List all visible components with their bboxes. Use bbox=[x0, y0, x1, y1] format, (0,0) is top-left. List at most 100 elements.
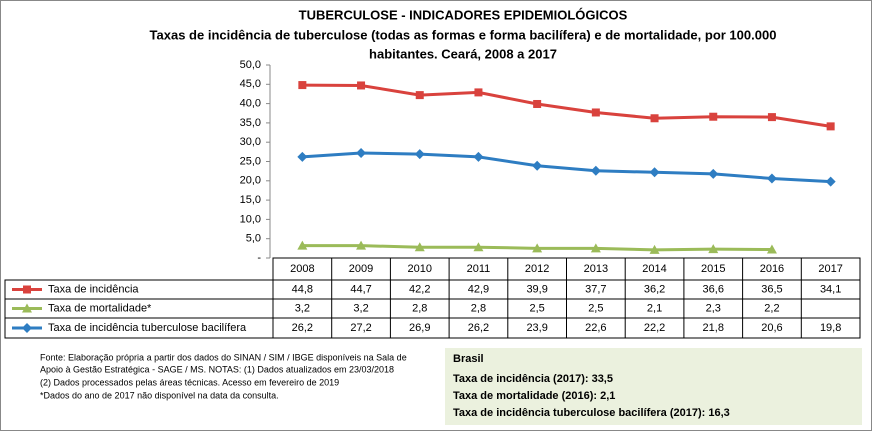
marker bbox=[414, 149, 425, 160]
value-label: 34,1 bbox=[820, 283, 841, 295]
marker bbox=[297, 151, 308, 162]
chart-subtitle: Taxas de incidência de tuberculose (toda… bbox=[150, 27, 777, 42]
marker bbox=[590, 165, 601, 176]
marker bbox=[591, 108, 600, 117]
value-label: 44,8 bbox=[292, 283, 313, 295]
x-tick-label: 2012 bbox=[525, 263, 549, 275]
marker bbox=[357, 81, 366, 90]
marker bbox=[766, 173, 777, 184]
value-label: 2,8 bbox=[471, 302, 486, 314]
marker bbox=[473, 242, 484, 252]
value-label: 44,7 bbox=[350, 283, 371, 295]
marker bbox=[22, 323, 32, 333]
marker bbox=[532, 160, 543, 171]
marker bbox=[415, 91, 424, 100]
summary-line: Taxa de incidência (2017): 33,5 bbox=[453, 373, 613, 385]
value-label: 26,2 bbox=[292, 322, 313, 334]
legend-label: Taxa de mortalidade* bbox=[48, 302, 152, 314]
x-tick-label: 2010 bbox=[408, 263, 432, 275]
marker bbox=[766, 244, 777, 254]
note: Apoio à Gestão Estratégica - SAGE / MS. … bbox=[40, 364, 394, 374]
value-label: 2,5 bbox=[530, 302, 545, 314]
chart-subtitle: habitantes. Ceará, 2008 a 2017 bbox=[369, 46, 557, 61]
value-label: 22,2 bbox=[644, 322, 665, 334]
marker bbox=[532, 243, 543, 253]
y-tick-label: 15,0 bbox=[240, 194, 261, 206]
value-label: 2,8 bbox=[412, 302, 427, 314]
series-line bbox=[302, 83, 831, 128]
summary-line: Taxa de incidência tuberculose bacilífer… bbox=[453, 407, 730, 419]
value-label: 26,9 bbox=[409, 322, 430, 334]
summary-title: Brasil bbox=[453, 353, 484, 365]
y-tick-label: 5,0 bbox=[246, 233, 261, 245]
value-label: 23,9 bbox=[526, 322, 547, 334]
y-tick-label: 40,0 bbox=[240, 98, 261, 110]
marker bbox=[650, 114, 659, 123]
marker bbox=[473, 151, 484, 162]
y-tick-label: - bbox=[257, 252, 261, 264]
value-label: 19,8 bbox=[820, 322, 841, 334]
value-label: 26,2 bbox=[468, 322, 489, 334]
marker bbox=[709, 112, 718, 121]
y-tick-label: 50,0 bbox=[240, 59, 261, 71]
value-label: 2,5 bbox=[588, 302, 603, 314]
marker bbox=[356, 148, 367, 159]
marker bbox=[533, 99, 542, 108]
y-tick-label: 30,0 bbox=[240, 136, 261, 148]
marker bbox=[708, 168, 719, 179]
series-line bbox=[302, 151, 831, 184]
marker bbox=[298, 81, 307, 90]
value-label: 42,2 bbox=[409, 283, 430, 295]
value-label: 3,2 bbox=[353, 302, 368, 314]
marker bbox=[649, 244, 660, 254]
y-tick-label: 35,0 bbox=[240, 117, 261, 129]
value-label: 2,3 bbox=[706, 302, 721, 314]
value-label: 39,9 bbox=[526, 283, 547, 295]
marker bbox=[22, 303, 32, 313]
marker bbox=[590, 243, 601, 253]
marker bbox=[23, 285, 31, 294]
value-label: 36,2 bbox=[644, 283, 665, 295]
marker bbox=[356, 240, 367, 250]
x-tick-label: 2013 bbox=[584, 263, 608, 275]
value-label: 21,8 bbox=[703, 322, 724, 334]
value-label: 3,2 bbox=[295, 302, 310, 314]
legend-label: Taxa de incidência bbox=[48, 283, 139, 295]
marker bbox=[826, 122, 835, 131]
note: *Dados do ano de 2017 não disponível na … bbox=[40, 390, 279, 400]
chart-title: TUBERCULOSE - INDICADORES EPIDEMIOLÓGICO… bbox=[299, 7, 628, 22]
y-tick-label: 20,0 bbox=[240, 175, 261, 187]
marker bbox=[825, 176, 836, 187]
value-label: 36,5 bbox=[761, 283, 782, 295]
summary-line: Taxa de mortalidade (2016): 2,1 bbox=[453, 390, 615, 402]
value-label: 20,6 bbox=[761, 322, 782, 334]
value-label: 2,1 bbox=[647, 302, 662, 314]
value-label: 42,9 bbox=[468, 283, 489, 295]
x-tick-label: 2008 bbox=[290, 263, 314, 275]
marker bbox=[767, 113, 776, 122]
note: (2) Dados processados pelas áreas técnic… bbox=[40, 377, 339, 387]
y-tick-label: 10,0 bbox=[240, 213, 261, 225]
legend-label: Taxa de incidência tuberculose bacilífer… bbox=[48, 322, 247, 334]
x-tick-label: 2009 bbox=[349, 263, 373, 275]
y-tick-label: 25,0 bbox=[240, 155, 261, 167]
marker bbox=[474, 88, 483, 97]
marker bbox=[708, 244, 719, 254]
summary-box bbox=[445, 348, 862, 425]
marker bbox=[414, 242, 425, 252]
x-tick-label: 2016 bbox=[760, 263, 784, 275]
note: Fonte: Elaboração própria a partir dos d… bbox=[40, 352, 407, 362]
x-tick-label: 2017 bbox=[818, 263, 842, 275]
marker bbox=[297, 240, 308, 250]
y-tick-label: 45,0 bbox=[240, 78, 261, 90]
value-label: 36,6 bbox=[703, 283, 724, 295]
marker bbox=[649, 167, 660, 178]
x-tick-label: 2015 bbox=[701, 263, 725, 275]
x-tick-label: 2014 bbox=[642, 263, 666, 275]
value-label: 2,2 bbox=[764, 302, 779, 314]
value-label: 27,2 bbox=[350, 322, 371, 334]
value-label: 22,6 bbox=[585, 322, 606, 334]
value-label: 37,7 bbox=[585, 283, 606, 295]
x-tick-label: 2011 bbox=[467, 263, 491, 275]
